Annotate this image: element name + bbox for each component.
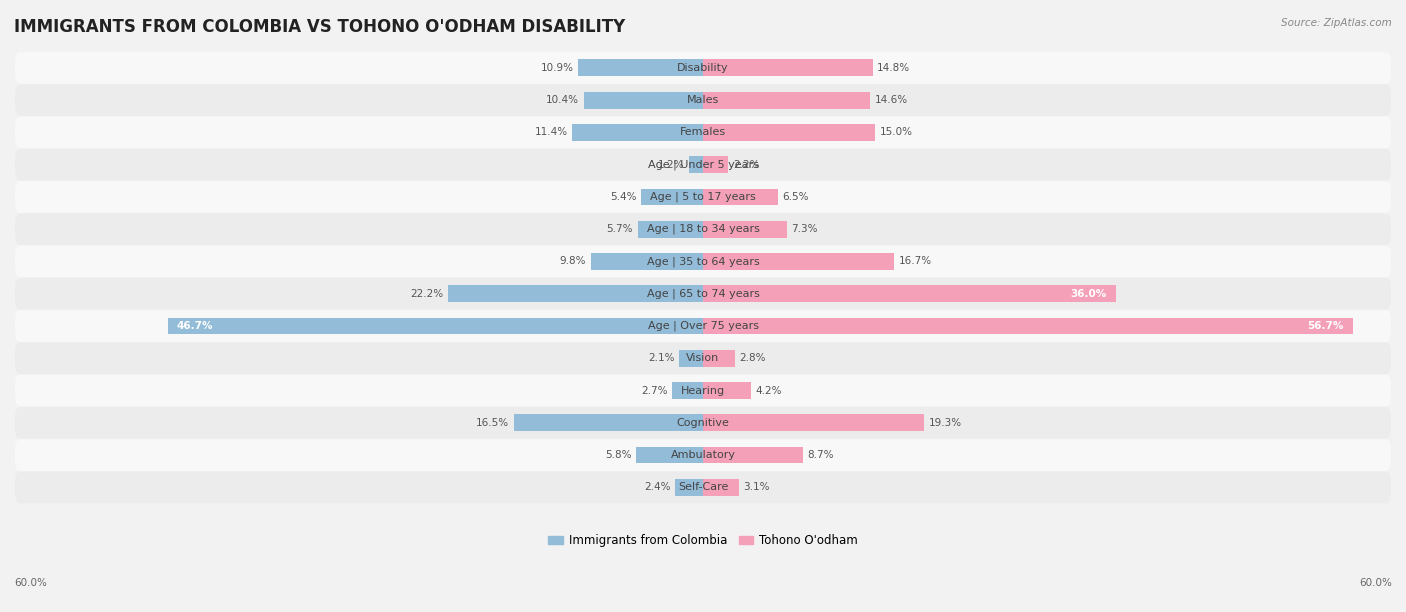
Text: 1.2%: 1.2% — [658, 160, 685, 170]
Text: 22.2%: 22.2% — [411, 289, 444, 299]
FancyBboxPatch shape — [15, 375, 1391, 406]
Text: 5.4%: 5.4% — [610, 192, 637, 202]
Text: 2.7%: 2.7% — [641, 386, 668, 395]
Bar — [703, 156, 728, 173]
FancyBboxPatch shape — [15, 116, 1391, 148]
Bar — [572, 124, 703, 141]
Bar — [703, 59, 873, 76]
FancyBboxPatch shape — [15, 181, 1391, 213]
Bar — [703, 414, 924, 431]
Bar — [703, 92, 870, 108]
Text: 16.5%: 16.5% — [477, 418, 509, 428]
Text: 9.8%: 9.8% — [560, 256, 586, 266]
Bar — [689, 156, 703, 173]
Text: 14.8%: 14.8% — [877, 63, 911, 73]
Bar — [675, 479, 703, 496]
FancyBboxPatch shape — [15, 214, 1391, 245]
FancyBboxPatch shape — [15, 407, 1391, 439]
FancyBboxPatch shape — [15, 149, 1391, 181]
Text: 46.7%: 46.7% — [177, 321, 214, 331]
Text: 5.8%: 5.8% — [606, 450, 631, 460]
Bar — [703, 221, 787, 237]
Bar — [641, 188, 703, 206]
Text: 5.7%: 5.7% — [606, 224, 633, 234]
Text: 7.3%: 7.3% — [792, 224, 818, 234]
Text: Source: ZipAtlas.com: Source: ZipAtlas.com — [1281, 18, 1392, 28]
Bar — [703, 188, 778, 206]
Bar — [679, 350, 703, 367]
Bar — [703, 350, 735, 367]
Text: 60.0%: 60.0% — [14, 578, 46, 588]
Text: Age | 35 to 64 years: Age | 35 to 64 years — [647, 256, 759, 267]
Text: 10.4%: 10.4% — [546, 95, 579, 105]
Text: 3.1%: 3.1% — [744, 482, 769, 493]
Bar — [672, 382, 703, 399]
Text: 36.0%: 36.0% — [1070, 289, 1107, 299]
Text: 2.2%: 2.2% — [733, 160, 759, 170]
Bar — [703, 447, 803, 463]
Text: 2.8%: 2.8% — [740, 353, 766, 364]
Text: 6.5%: 6.5% — [782, 192, 808, 202]
Text: Vision: Vision — [686, 353, 720, 364]
Text: Cognitive: Cognitive — [676, 418, 730, 428]
Bar — [703, 124, 875, 141]
Text: 15.0%: 15.0% — [880, 127, 912, 138]
Text: Females: Females — [681, 127, 725, 138]
Text: IMMIGRANTS FROM COLOMBIA VS TOHONO O'ODHAM DISABILITY: IMMIGRANTS FROM COLOMBIA VS TOHONO O'ODH… — [14, 18, 626, 36]
Text: 16.7%: 16.7% — [898, 256, 932, 266]
Text: 4.2%: 4.2% — [756, 386, 782, 395]
FancyBboxPatch shape — [15, 52, 1391, 84]
FancyBboxPatch shape — [15, 278, 1391, 310]
FancyBboxPatch shape — [15, 439, 1391, 471]
Legend: Immigrants from Colombia, Tohono O'odham: Immigrants from Colombia, Tohono O'odham — [544, 529, 862, 552]
Bar — [449, 285, 703, 302]
Text: Self-Care: Self-Care — [678, 482, 728, 493]
FancyBboxPatch shape — [15, 84, 1391, 116]
Bar — [583, 92, 703, 108]
FancyBboxPatch shape — [15, 472, 1391, 503]
Text: Ambulatory: Ambulatory — [671, 450, 735, 460]
Bar — [578, 59, 703, 76]
Text: 14.6%: 14.6% — [875, 95, 908, 105]
Text: 56.7%: 56.7% — [1308, 321, 1344, 331]
Bar — [637, 447, 703, 463]
FancyBboxPatch shape — [15, 343, 1391, 374]
FancyBboxPatch shape — [15, 310, 1391, 342]
FancyBboxPatch shape — [15, 245, 1391, 277]
Bar — [703, 253, 894, 270]
Text: 2.1%: 2.1% — [648, 353, 675, 364]
Text: Hearing: Hearing — [681, 386, 725, 395]
Bar — [591, 253, 703, 270]
Text: Age | 5 to 17 years: Age | 5 to 17 years — [650, 192, 756, 202]
Text: Age | Over 75 years: Age | Over 75 years — [648, 321, 758, 331]
Text: 8.7%: 8.7% — [807, 450, 834, 460]
Text: Age | Under 5 years: Age | Under 5 years — [648, 159, 758, 170]
Bar — [638, 221, 703, 237]
Text: Disability: Disability — [678, 63, 728, 73]
Text: Males: Males — [688, 95, 718, 105]
Bar — [513, 414, 703, 431]
Bar — [703, 382, 751, 399]
Text: 10.9%: 10.9% — [540, 63, 574, 73]
Text: 2.4%: 2.4% — [644, 482, 671, 493]
Text: Age | 18 to 34 years: Age | 18 to 34 years — [647, 224, 759, 234]
Text: Age | 65 to 74 years: Age | 65 to 74 years — [647, 288, 759, 299]
Bar — [703, 479, 738, 496]
Text: 19.3%: 19.3% — [929, 418, 962, 428]
Bar — [703, 285, 1116, 302]
Text: 11.4%: 11.4% — [534, 127, 568, 138]
Bar — [703, 318, 1353, 334]
Text: 60.0%: 60.0% — [1360, 578, 1392, 588]
Bar — [167, 318, 703, 334]
